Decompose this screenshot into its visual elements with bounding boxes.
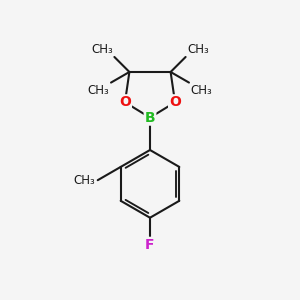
Text: B: B xyxy=(145,111,155,124)
Text: CH₃: CH₃ xyxy=(190,84,212,97)
Text: CH₃: CH₃ xyxy=(74,174,95,187)
Text: F: F xyxy=(145,238,155,252)
Text: O: O xyxy=(119,95,131,109)
Text: O: O xyxy=(169,95,181,109)
Text: CH₃: CH₃ xyxy=(88,84,110,97)
Text: CH₃: CH₃ xyxy=(187,43,209,56)
Text: CH₃: CH₃ xyxy=(91,43,113,56)
